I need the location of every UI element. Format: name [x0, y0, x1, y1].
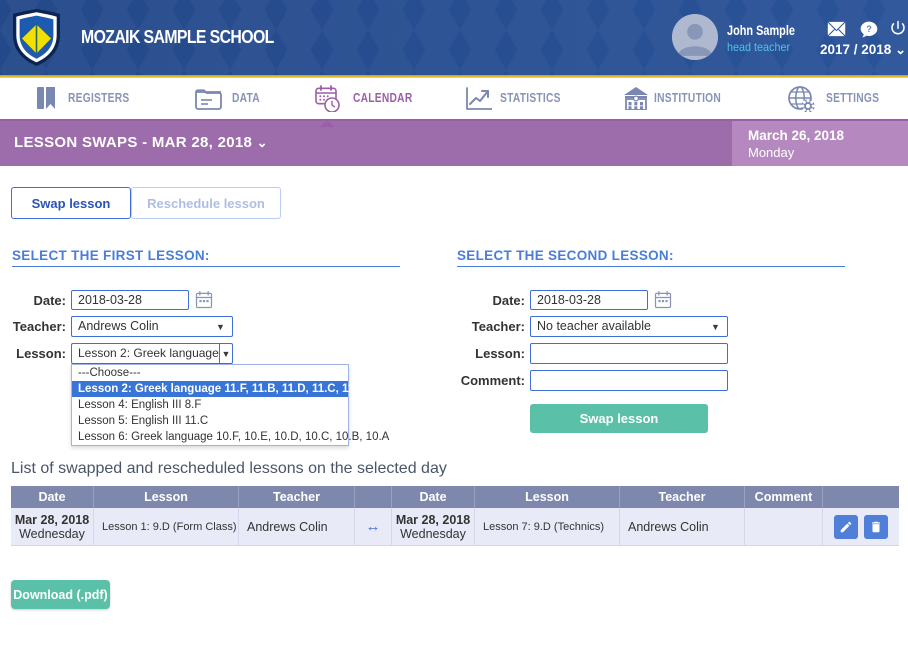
- svg-text:?: ?: [866, 24, 872, 34]
